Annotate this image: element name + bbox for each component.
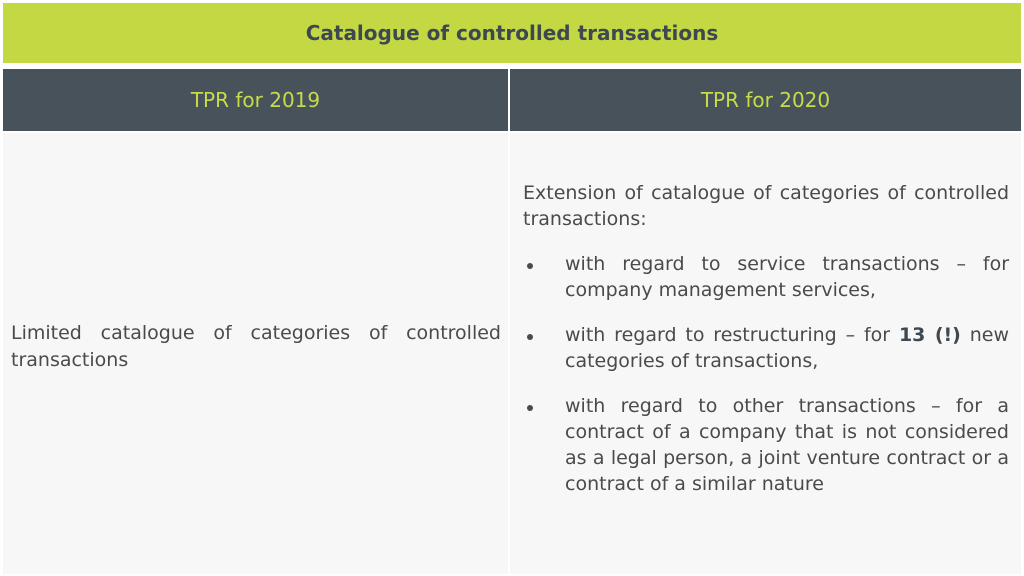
bullet-icon: [527, 263, 533, 269]
column-header-2019-label: TPR for 2019: [190, 88, 321, 112]
column-header-2020-label: TPR for 2020: [700, 88, 831, 112]
table-title-text: Catalogue of controlled transactions: [305, 21, 719, 45]
list-item-text-pre: with regard to restructuring – for: [565, 324, 899, 346]
list-item: with regard to service transactions – fo…: [523, 251, 1009, 303]
list-item-text: with regard to other transactions – for …: [565, 395, 1009, 495]
list-item: with regard to restructuring – for 13 (!…: [523, 322, 1009, 374]
list-item-text: with regard to service transactions – fo…: [565, 253, 1009, 301]
bullet-list: with regard to service transactions – fo…: [523, 251, 1009, 497]
cell-2019-text: Limited catalogue of categories of contr…: [11, 322, 501, 371]
table-title: Catalogue of controlled transactions: [3, 3, 1021, 63]
list-item-text-post: new categories of transactions,: [565, 324, 1009, 372]
column-header-2019: TPR for 2019: [3, 69, 508, 131]
bullet-icon: [527, 405, 533, 411]
bullet-icon: [527, 334, 533, 340]
cell-2020-content: Extension of catalogue of categories of …: [523, 180, 1009, 516]
column-header-2020: TPR for 2020: [510, 69, 1021, 131]
list-item: with regard to other transactions – for …: [523, 393, 1009, 497]
list-item-emphasis: 13 (!): [898, 324, 961, 346]
cell-2020: Extension of catalogue of categories of …: [510, 133, 1021, 574]
cell-2020-intro: Extension of catalogue of categories of …: [523, 182, 1009, 230]
cell-2019: Limited catalogue of categories of contr…: [3, 133, 508, 574]
